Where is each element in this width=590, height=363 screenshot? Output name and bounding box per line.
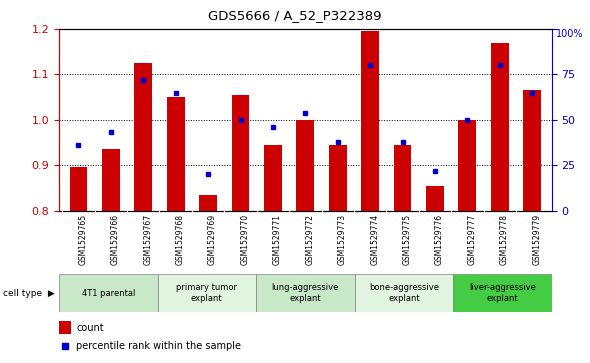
Bar: [102, 149, 120, 211]
Text: GDS5666 / A_52_P322389: GDS5666 / A_52_P322389: [208, 9, 382, 22]
Bar: [135, 63, 152, 211]
Text: 4T1 parental: 4T1 parental: [81, 289, 135, 298]
Bar: [296, 120, 314, 211]
Bar: [426, 185, 444, 211]
Bar: [394, 145, 411, 211]
Bar: [355, 274, 453, 312]
Text: lung-aggressive
explant: lung-aggressive explant: [271, 284, 339, 303]
Text: 100%: 100%: [556, 29, 584, 39]
Bar: [70, 167, 87, 211]
Bar: [491, 43, 509, 211]
Text: bone-aggressive
explant: bone-aggressive explant: [369, 284, 439, 303]
Text: GSM1529767: GSM1529767: [143, 214, 152, 265]
Text: GSM1529766: GSM1529766: [111, 214, 120, 265]
Bar: [59, 274, 158, 312]
Text: GSM1529776: GSM1529776: [435, 214, 444, 265]
Text: count: count: [76, 323, 104, 333]
Text: percentile rank within the sample: percentile rank within the sample: [76, 341, 241, 351]
Bar: [458, 120, 476, 211]
Bar: [256, 274, 355, 312]
Text: GSM1529778: GSM1529778: [500, 214, 509, 265]
Text: GSM1529770: GSM1529770: [241, 214, 250, 265]
Text: GSM1529779: GSM1529779: [532, 214, 541, 265]
Bar: [329, 145, 347, 211]
Text: GSM1529768: GSM1529768: [176, 214, 185, 265]
Text: GSM1529775: GSM1529775: [402, 214, 412, 265]
Text: GSM1529765: GSM1529765: [78, 214, 87, 265]
Text: GSM1529771: GSM1529771: [273, 214, 282, 265]
Text: cell type  ▶: cell type ▶: [3, 289, 55, 298]
Bar: [361, 31, 379, 211]
Text: GSM1529774: GSM1529774: [370, 214, 379, 265]
Text: GSM1529772: GSM1529772: [306, 214, 314, 265]
Text: GSM1529777: GSM1529777: [467, 214, 476, 265]
Text: GSM1529769: GSM1529769: [208, 214, 217, 265]
Bar: [59, 321, 71, 334]
Text: liver-aggressive
explant: liver-aggressive explant: [469, 284, 536, 303]
Text: GSM1529773: GSM1529773: [337, 214, 347, 265]
Bar: [523, 90, 541, 211]
Bar: [453, 274, 552, 312]
Text: primary tumor
explant: primary tumor explant: [176, 284, 237, 303]
Bar: [232, 95, 250, 211]
Bar: [158, 274, 256, 312]
Bar: [167, 97, 185, 211]
Bar: [264, 145, 282, 211]
Bar: [199, 195, 217, 211]
